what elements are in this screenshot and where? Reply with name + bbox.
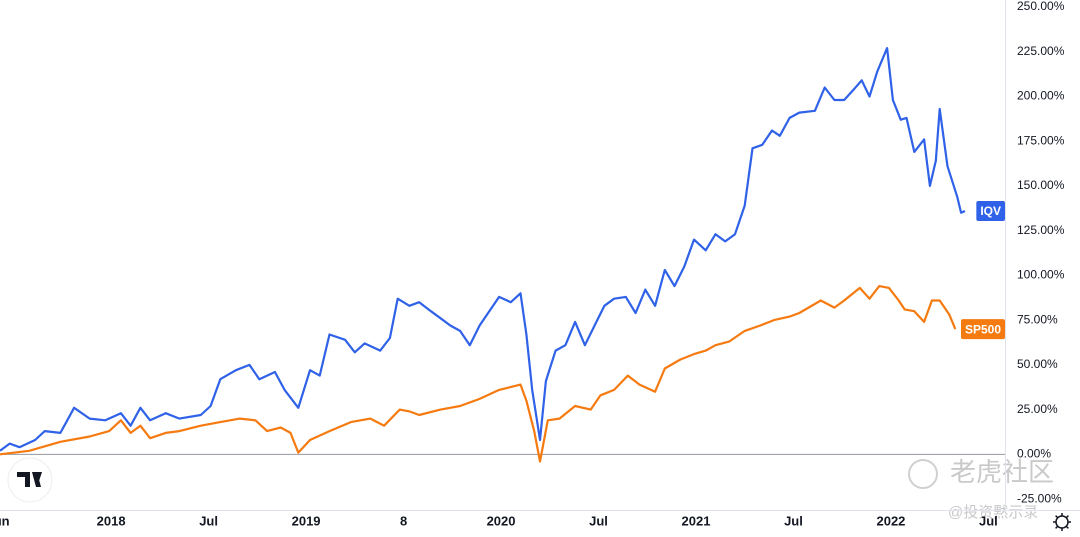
x-tick-label: Jul xyxy=(589,513,608,528)
y-tick-label: 250.00% xyxy=(1017,0,1065,13)
x-tick-label: Jul xyxy=(979,513,998,528)
x-tick-label: 2018 xyxy=(97,513,126,528)
x-tick-label: 2020 xyxy=(487,513,516,528)
y-tick-label: 225.00% xyxy=(1017,44,1065,58)
x-tick-label: 2019 xyxy=(292,513,321,528)
y-tick-label: -25.00% xyxy=(1017,491,1062,505)
x-tick-label: Jul xyxy=(199,513,218,528)
y-tick-label: 175.00% xyxy=(1017,133,1065,147)
series-tag-box xyxy=(960,319,1005,340)
y-tick-label: 75.00% xyxy=(1017,312,1058,326)
y-tick-label: 100.00% xyxy=(1017,268,1065,282)
y-tick-label: 150.00% xyxy=(1017,178,1065,192)
settings-icon[interactable] xyxy=(1053,513,1071,531)
y-tick-label: 200.00% xyxy=(1017,89,1065,103)
series-line xyxy=(0,285,957,463)
watermark-handle: @投资黙示录 xyxy=(948,504,1038,521)
series-tag-label: SP500 xyxy=(965,322,1001,336)
x-tick-label: Jun xyxy=(0,513,10,528)
watermark: 老虎社区 xyxy=(950,457,1054,487)
y-tick-label: 50.00% xyxy=(1017,357,1058,371)
series-tag-label: IQV xyxy=(980,204,1001,218)
x-tick-label: 8 xyxy=(400,513,407,528)
y-tick-label: 0.00% xyxy=(1017,447,1051,461)
x-tick-label: 2021 xyxy=(682,513,711,528)
y-tick-label: 125.00% xyxy=(1017,223,1065,237)
x-tick-label: Jul xyxy=(784,513,803,528)
series-line xyxy=(0,47,966,452)
tv-logo xyxy=(7,457,53,503)
y-tick-label: 25.00% xyxy=(1017,402,1058,416)
x-tick-label: 2022 xyxy=(876,513,905,528)
series-tag-box xyxy=(976,200,1005,221)
watermark-icon xyxy=(908,459,938,489)
